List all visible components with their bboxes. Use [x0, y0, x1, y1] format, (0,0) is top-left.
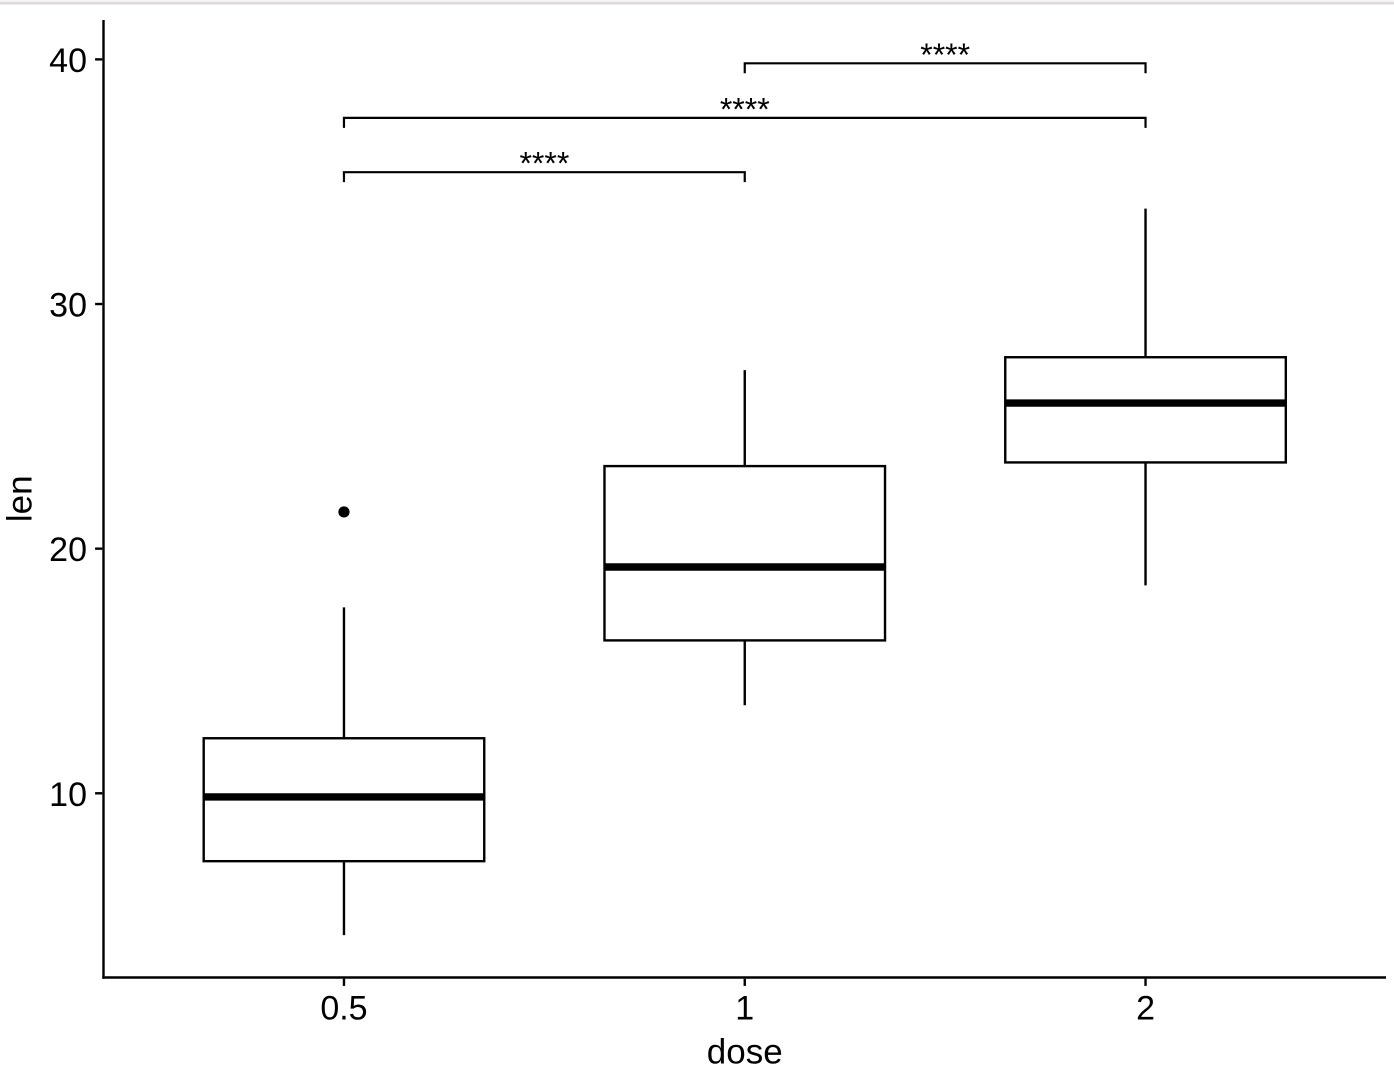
iqr-box	[1004, 356, 1288, 464]
significance-label: ****	[920, 37, 970, 73]
box-group-dose-1	[603, 370, 887, 706]
x-tick-label: 0.5	[320, 990, 367, 1028]
axis-layer: 10 20 30 40 0.5 1 2	[49, 20, 1386, 1028]
y-tick-label: 10	[49, 776, 87, 814]
iqr-box	[603, 464, 887, 642]
y-tick-label: 40	[49, 42, 87, 80]
box-group-dose-2	[1004, 208, 1288, 586]
significance-bracket-0.5-vs-2: ****	[342, 91, 1147, 128]
significance-label: ****	[519, 146, 569, 182]
y-tick-label: 20	[49, 531, 87, 569]
y-axis-title: len	[1, 475, 40, 522]
significance-label: ****	[720, 91, 770, 127]
x-axis-title: dose	[707, 1033, 783, 1068]
significance-bracket-1-vs-2: ****	[743, 37, 1147, 74]
box-group-dose-0.5	[202, 506, 486, 936]
bracket-line	[342, 171, 746, 183]
y-tick-label: 30	[49, 287, 87, 325]
panel-layer: **** **** ****	[202, 37, 1288, 936]
outlier-point	[338, 506, 350, 518]
bracket-line	[342, 116, 1147, 128]
x-tick-label: 1	[735, 990, 754, 1028]
x-tick-label: 2	[1136, 990, 1155, 1028]
bracket-line	[743, 62, 1147, 74]
significance-bracket-0.5-vs-1: ****	[342, 146, 746, 183]
